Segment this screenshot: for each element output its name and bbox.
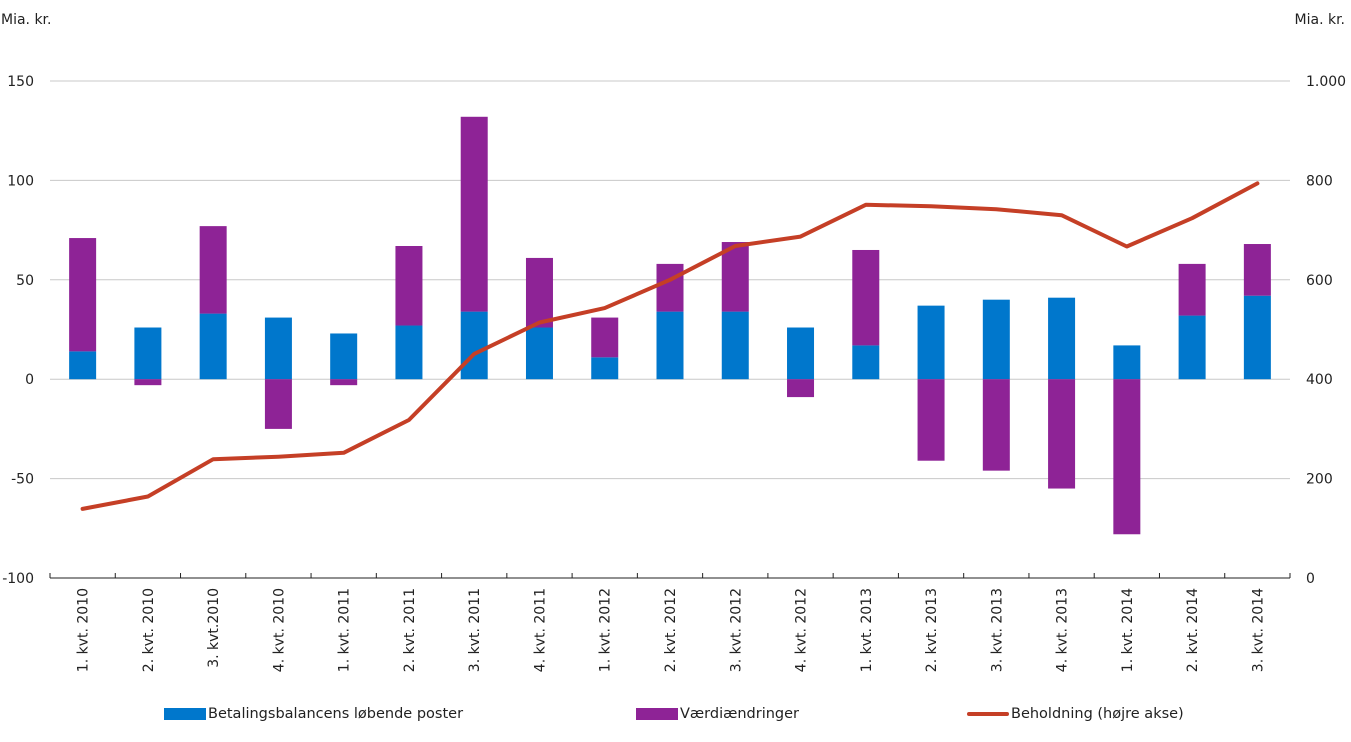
- x-axis-label: 4. kvt. 2011: [533, 588, 549, 672]
- x-axis-label: 4. kvt. 2010: [271, 588, 287, 672]
- bar-current-account: [787, 327, 815, 380]
- x-axis-label: 2. kvt. 2011: [402, 588, 418, 672]
- legend-label: Værdiændringer: [680, 706, 799, 722]
- right-axis-tick-label: 1.000: [1306, 74, 1346, 90]
- x-axis-label: 2. kvt. 2014: [1185, 588, 1201, 672]
- bar-value-changes: [134, 379, 162, 386]
- bar-value-changes: [721, 242, 749, 312]
- right-axis-tick-label: 600: [1306, 273, 1333, 289]
- bar-current-account: [460, 311, 488, 380]
- bar-value-changes: [460, 116, 488, 312]
- right-axis-tick-label: 0: [1306, 571, 1315, 587]
- bar-current-account: [656, 311, 684, 380]
- x-axis: [49, 573, 1291, 579]
- bar-current-account: [134, 327, 162, 380]
- bar-current-account: [395, 325, 423, 380]
- bar-current-account: [330, 333, 358, 380]
- x-axis-label: 2. kvt. 2012: [663, 588, 679, 672]
- right-axis-unit-label: Mia. kr.: [1294, 12, 1345, 28]
- bar-current-account: [264, 317, 292, 380]
- left-axis-unit-label: Mia. kr.: [1, 12, 52, 28]
- bar-current-account: [591, 357, 619, 380]
- right-axis-ticks: 0 200 400 600 800 1.000: [1306, 74, 1346, 587]
- bar-current-account: [1178, 315, 1206, 380]
- bar-current-account: [1048, 297, 1076, 380]
- bar-current-account: [982, 299, 1010, 380]
- bar-value-changes: [1178, 263, 1206, 316]
- bar-value-changes: [982, 379, 1010, 471]
- legend-label: Beholdning (højre akse): [1011, 706, 1184, 722]
- bar-current-account: [852, 345, 880, 380]
- bar-current-account: [917, 305, 945, 380]
- x-axis-label: 2. kvt. 2013: [924, 588, 940, 672]
- x-axis-label: 3. kvt. 2012: [728, 588, 744, 672]
- bar-value-changes: [395, 246, 423, 326]
- line-holdings: [80, 181, 1260, 511]
- right-axis-tick-label: 400: [1306, 372, 1333, 388]
- x-axis-label: 1. kvt. 2011: [337, 588, 353, 672]
- line-series: [80, 181, 1260, 511]
- legend-swatch-blue: [164, 708, 206, 720]
- bar-current-account: [525, 327, 553, 380]
- left-axis-tick-label: -100: [2, 571, 34, 587]
- x-axis-label: 3. kvt. 2013: [989, 588, 1005, 672]
- bar-value-changes: [852, 249, 880, 346]
- legend-item-holdings: Beholdning (højre akse): [967, 706, 1184, 722]
- bar-value-changes: [656, 263, 684, 312]
- bar-current-account: [1113, 345, 1141, 380]
- legend-label: Betalingsbalancens løbende poster: [208, 706, 464, 722]
- left-axis-tick-label: 150: [7, 74, 34, 90]
- x-axis-label: 1. kvt. 2013: [859, 588, 875, 672]
- bar-value-changes: [917, 379, 945, 461]
- legend-item-current-account: Betalingsbalancens løbende poster: [164, 706, 463, 722]
- x-axis-label: 3. kvt.2010: [206, 588, 222, 668]
- bars: [69, 116, 1271, 535]
- left-axis-tick-label: -50: [11, 472, 34, 488]
- bar-value-changes: [264, 379, 292, 429]
- bar-current-account: [69, 351, 97, 380]
- bar-value-changes: [1243, 244, 1271, 296]
- x-axis-label: 1. kvt. 2014: [1120, 588, 1136, 672]
- right-axis-tick-label: 800: [1306, 173, 1333, 189]
- bar-value-changes: [69, 238, 97, 352]
- bar-value-changes: [591, 317, 619, 358]
- bar-current-account: [721, 311, 749, 380]
- legend: Betalingsbalancens løbende poster Værdiæ…: [0, 706, 1351, 728]
- right-axis-tick-label: 200: [1306, 472, 1333, 488]
- x-axis-label: 3. kvt. 2011: [467, 588, 483, 672]
- bar-value-changes: [1048, 379, 1076, 489]
- legend-swatch-red-line: [967, 712, 1009, 716]
- bar-value-changes: [787, 379, 815, 398]
- legend-item-value-changes: Værdiændringer: [636, 706, 799, 722]
- bar-current-account: [1243, 295, 1271, 380]
- x-axis-label: 1. kvt. 2010: [76, 588, 92, 672]
- left-axis-tick-label: 50: [16, 273, 34, 289]
- x-axis-label: 1. kvt. 2012: [598, 588, 614, 672]
- x-axis-labels: 1. kvt. 2010 2. kvt. 2010 3. kvt.2010 4. kv…: [76, 588, 1267, 672]
- x-axis-label: 4. kvt. 2012: [794, 588, 810, 672]
- left-axis-ticks: -100 -50 0 50 100 150: [2, 74, 34, 587]
- left-axis-tick-label: 0: [25, 372, 34, 388]
- x-axis-label: 3. kvt. 2014: [1250, 588, 1266, 672]
- left-axis-tick-label: 100: [7, 173, 34, 189]
- bar-value-changes: [330, 379, 358, 386]
- bar-current-account: [199, 313, 227, 380]
- x-axis-label: 4. kvt. 2013: [1055, 588, 1071, 672]
- x-axis-label: 2. kvt. 2010: [141, 588, 157, 672]
- bar-value-changes: [525, 257, 553, 328]
- bar-value-changes: [1113, 379, 1141, 535]
- bar-value-changes: [199, 226, 227, 314]
- legend-swatch-purple: [636, 708, 678, 720]
